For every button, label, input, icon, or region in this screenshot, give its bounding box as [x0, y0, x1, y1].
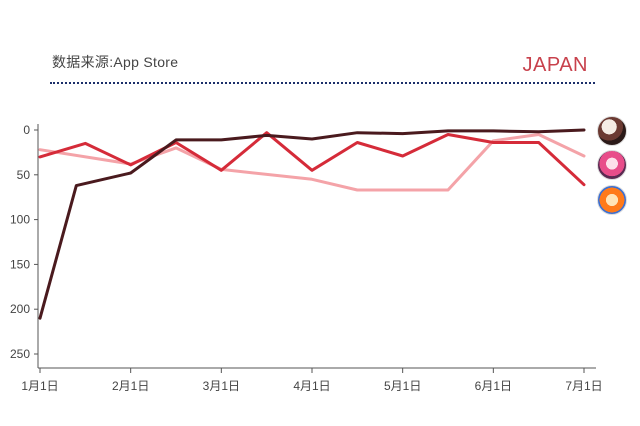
series-line-1 — [38, 133, 586, 192]
y-tick-label: 250 — [10, 347, 30, 361]
x-tick-label: 6月1日 — [475, 379, 512, 393]
x-tick-label: 3月1日 — [203, 379, 240, 393]
y-tick-label: 0 — [23, 123, 30, 137]
data-source-label: 数据来源:App Store — [52, 54, 179, 70]
pink-hair-anime-girl-icon — [597, 150, 627, 180]
x-tick-label: 4月1日 — [293, 379, 330, 393]
header-divider — [50, 82, 595, 84]
orange-hair-anime-boy-icon — [597, 185, 627, 215]
y-tick-label: 100 — [10, 213, 30, 227]
x-tick-label: 1月1日 — [21, 379, 58, 393]
y-tick-label: 200 — [10, 302, 30, 316]
y-tick-label: 150 — [10, 257, 30, 271]
series-line-2 — [38, 131, 586, 187]
region-label: JAPAN — [522, 54, 588, 76]
chart-axes: 0 50 100 150 200 250 1月1日 2月1日 3月1日 4月1日 5月1日 6月1日 7… — [10, 123, 603, 393]
x-tick-label: 7月1日 — [565, 379, 602, 393]
series-line-3 — [38, 128, 586, 320]
chart-series — [38, 128, 586, 320]
x-tick-label: 5月1日 — [384, 379, 421, 393]
x-tick-label: 2月1日 — [112, 379, 149, 393]
dark-hair-anime-character-icon — [597, 116, 627, 146]
y-tick-label: 50 — [17, 168, 31, 182]
